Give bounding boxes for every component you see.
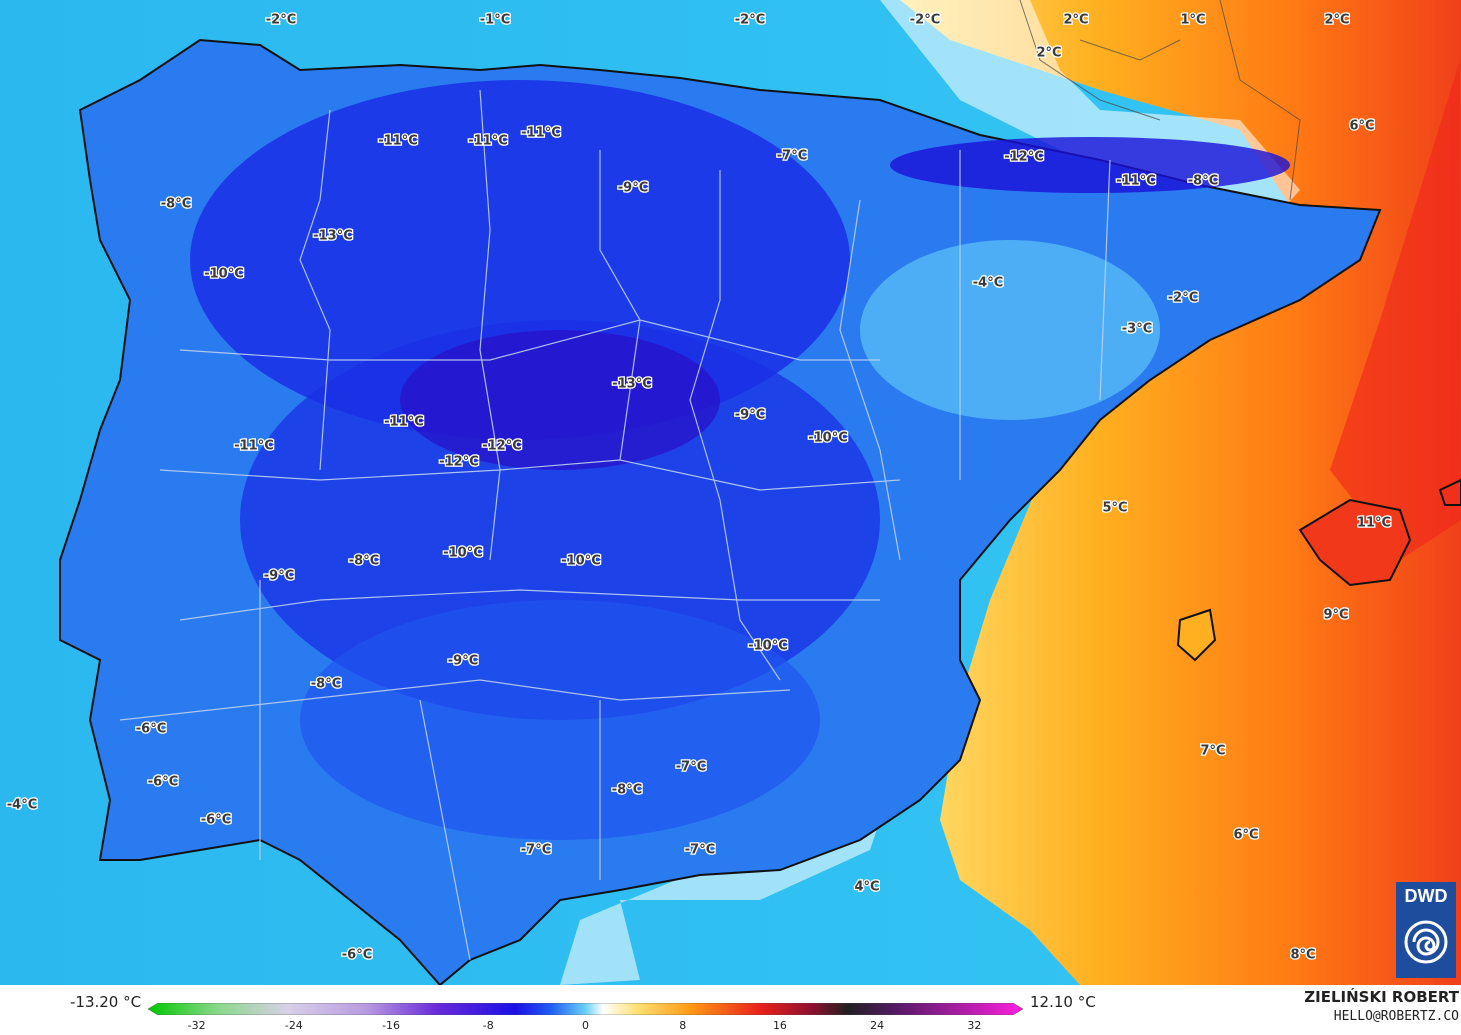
temperature-labels: -2°C -1°C -2°C -2°C 2°C 1°C 2°C 2°C 6°C -11°C -11°… <box>5 11 1392 964</box>
temperature-label: -11°C <box>234 439 274 454</box>
color-scale-tick: -24 <box>284 1019 303 1032</box>
temperature-label: -10°C <box>443 546 483 561</box>
temperature-label: -9°C <box>735 408 765 423</box>
temperature-label: 4°C <box>854 880 879 895</box>
temperature-label: 7°C <box>1200 744 1225 759</box>
temperature-label: -3°C <box>1122 322 1152 337</box>
temperature-label: -11°C <box>468 134 508 149</box>
legend-max-value: 12.10 °C <box>1030 993 1096 1011</box>
temperature-label: -13°C <box>313 229 353 244</box>
author-credit: ZIELIŃSKI ROBERT <box>1304 988 1459 1006</box>
temperature-label: 1°C <box>1180 13 1205 28</box>
temperature-label: -9°C <box>448 654 478 669</box>
temperature-label: 5°C <box>1102 501 1127 516</box>
dwd-logo-text: DWD <box>1404 886 1448 906</box>
temperature-label: -9°C <box>618 181 648 196</box>
temperature-label: -6°C <box>136 722 166 737</box>
legend-min-value: -13.20 °C <box>70 993 142 1011</box>
temperature-label: -8°C <box>161 197 191 212</box>
dwd-logo: DWD <box>1396 882 1456 978</box>
temperature-label: -6°C <box>148 775 178 790</box>
color-scale-tick: 32 <box>967 1019 982 1032</box>
temperature-label: -12°C <box>1004 150 1044 165</box>
swirl-icon <box>1404 920 1448 964</box>
color-scale-tick: 16 <box>772 1019 787 1032</box>
temperature-label: -2°C <box>266 13 296 28</box>
temperature-label: -8°C <box>349 554 379 569</box>
color-scale-bar <box>148 1003 1023 1015</box>
pyrenees-cold-band <box>890 137 1290 193</box>
temperature-label: -10°C <box>204 267 244 282</box>
temperature-label: -10°C <box>808 431 848 446</box>
color-scale-tick: 0 <box>582 1019 589 1032</box>
temperature-label: -6°C <box>201 813 231 828</box>
temperature-label: -2°C <box>735 13 765 28</box>
cold-core-central <box>240 320 880 720</box>
temperature-label: -4°C <box>973 276 1003 291</box>
temperature-label: -8°C <box>612 783 642 798</box>
temperature-label: 2°C <box>1324 13 1349 28</box>
cold-core-deep <box>400 330 720 470</box>
color-scale-tick: 24 <box>870 1019 885 1032</box>
mediterranean-hot-core <box>1330 60 1461 560</box>
temperature-label: -6°C <box>342 948 372 963</box>
mallorca <box>1298 498 1412 587</box>
temperature-label: -7°C <box>777 149 807 164</box>
color-scale-tick: -32 <box>187 1019 206 1032</box>
ibiza <box>1176 608 1217 662</box>
temperature-label: -7°C <box>521 843 551 858</box>
temperature-label: -11°C <box>384 415 424 430</box>
province-borders <box>119 89 1111 961</box>
temperature-label: -2°C <box>1168 291 1198 306</box>
temperature-label: 6°C <box>1349 119 1374 134</box>
temperature-label: -13°C <box>612 377 652 392</box>
temperature-label: -12°C <box>482 439 522 454</box>
temperature-label: -11°C <box>521 126 561 141</box>
country-borders <box>1019 0 1301 201</box>
temperature-label: -1°C <box>480 13 510 28</box>
temperature-label: 6°C <box>1233 828 1258 843</box>
color-scale-tick: 8 <box>679 1019 687 1032</box>
temperature-label: 2°C <box>1036 46 1061 61</box>
temperature-label: -2°C <box>910 13 940 28</box>
author-email: HELLO@ROBERTZ.CO <box>1333 1009 1459 1024</box>
menorca <box>1438 478 1461 506</box>
temperature-label: -10°C <box>748 639 788 654</box>
temperature-label: -8°C <box>311 677 341 692</box>
cold-core-south <box>300 600 820 840</box>
temperature-label: -12°C <box>439 455 479 470</box>
color-scale-tick: -16 <box>382 1019 401 1032</box>
temperature-label: -11°C <box>378 134 418 149</box>
east-coast-light <box>860 240 1160 420</box>
temperature-label: 8°C <box>1290 948 1315 963</box>
temperature-label: 2°C <box>1063 13 1088 28</box>
temperature-label: -7°C <box>676 760 706 775</box>
temperature-map: -2°C -1°C -2°C -2°C 2°C 1°C 2°C 2°C 6°C -11°C -11°… <box>0 0 1461 985</box>
temperature-label: 11°C <box>1357 516 1391 531</box>
color-scale-tick: -8 <box>482 1019 494 1032</box>
temperature-label: -8°C <box>1188 174 1218 189</box>
temperature-label: -10°C <box>561 554 601 569</box>
temperature-label: 9°C <box>1323 608 1348 623</box>
temperature-label: -9°C <box>264 569 294 584</box>
temperature-label: -7°C <box>685 843 715 858</box>
temperature-label: -11°C <box>1116 174 1156 189</box>
temperature-label: -4°C <box>7 798 37 813</box>
